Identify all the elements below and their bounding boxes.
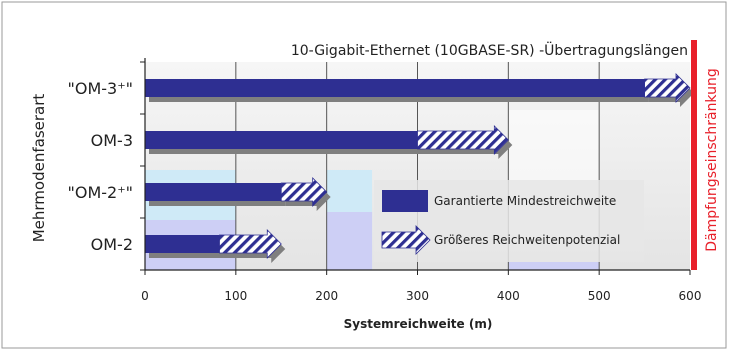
legend-swatch-solid: [382, 190, 428, 212]
category-label: OM-3: [91, 131, 133, 150]
x-tick-label: 0: [141, 289, 149, 303]
x-axis-label: Systemreichweite (m): [344, 317, 493, 331]
legend-entry-solid: Garantierte Mindestreichweite: [434, 194, 616, 208]
bar-potential: [417, 125, 509, 155]
limit-line: [691, 40, 697, 270]
category-label: OM-2: [91, 235, 133, 254]
x-tick-label: 300: [406, 289, 429, 303]
bar-potential: [280, 177, 328, 207]
bar-potential: [219, 229, 282, 259]
bar-guaranteed: [145, 79, 645, 97]
bar-guaranteed: [145, 183, 282, 201]
category-label: "OM-2⁺": [67, 183, 133, 202]
bg-band: [508, 262, 600, 270]
category-label: "OM-3⁺": [67, 79, 133, 98]
x-tick-label: 100: [224, 289, 247, 303]
bar-potential: [644, 73, 691, 103]
bar-guaranteed: [145, 131, 418, 149]
legend-entry-hatched: Größeres Reichweitenpotenzial: [434, 233, 620, 247]
limit-label: Dämpfungseinschränkung: [704, 68, 720, 252]
x-tick-label: 500: [588, 289, 611, 303]
bg-band: [326, 212, 373, 270]
x-tick-label: 400: [497, 289, 520, 303]
x-tick-label: 200: [315, 289, 338, 303]
chart-title: 10-Gigabit-Ethernet (10GBASE-SR) -Übertr…: [291, 41, 688, 59]
bar-guaranteed: [145, 235, 220, 253]
y-axis-label: Mehrmodenfaserart: [30, 94, 48, 243]
x-tick-label: 600: [679, 289, 702, 303]
legend: Garantierte Mindestreichweite Größeres R…: [374, 180, 644, 262]
legend-swatch-hatched: [381, 225, 431, 255]
